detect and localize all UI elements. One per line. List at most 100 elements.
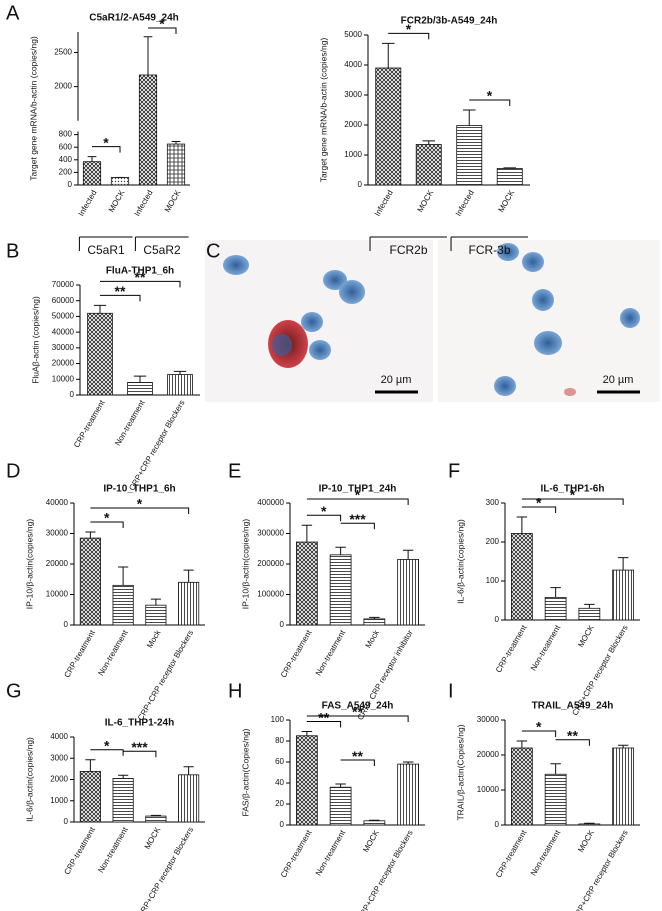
bar (363, 618, 386, 626)
y-tick-label: 60000 (52, 296, 75, 305)
panel-label: F (448, 460, 460, 482)
x-tick-label: CRP+CRP receptor Blockers (355, 829, 414, 911)
y-tick-label: 0 (70, 390, 75, 399)
y-tick-label: 300000 (257, 529, 284, 538)
significance-label: * (355, 487, 361, 503)
x-tick-label: Non-treatment (314, 828, 348, 877)
significance-label: * (104, 510, 110, 526)
error-bar (617, 557, 629, 571)
y-axis-label: IL-6/β-actin(copies/ng) (455, 519, 465, 604)
significance-bracket (306, 514, 342, 522)
y-tick-label: 30000 (52, 343, 75, 352)
error-bar (381, 42, 395, 68)
error-bar (402, 761, 414, 765)
y-tick-label: 1000 (50, 796, 68, 805)
significance-bracket (148, 27, 177, 34)
x-tick-label: Infected (454, 189, 476, 218)
y-tick-label: 4000 (344, 60, 362, 69)
y-tick-label: 200 (486, 537, 500, 546)
y-tick-label: 600 (59, 142, 73, 151)
y-axis-label: FAS/β-actin(Copies/ng) (240, 728, 250, 816)
significance-label: * (487, 88, 493, 104)
significance-label: * (159, 16, 165, 32)
bar (145, 604, 167, 626)
bar (415, 144, 442, 186)
error-bar (503, 167, 517, 169)
y-tick-label: 2000 (344, 120, 362, 129)
significance-bracket (123, 750, 157, 758)
significance-bracket (100, 294, 141, 302)
x-tick-label: Non-treatment (96, 628, 130, 677)
bar (456, 125, 483, 186)
x-tick-label: Mock (145, 628, 163, 650)
significance-bracket (100, 280, 181, 288)
error-bar (301, 731, 313, 736)
y-tick-label: 4000 (50, 732, 68, 741)
significance-bracket (306, 721, 342, 728)
y-tick-label: 40000 (46, 498, 69, 507)
error-bar (150, 598, 161, 606)
x-tick-label: MOCK (497, 188, 517, 214)
group-label: FCR2b (389, 243, 427, 257)
y-tick-label: 200000 (257, 559, 284, 568)
x-tick-label: MOCK (163, 188, 183, 214)
x-tick-label: Mock (364, 628, 382, 650)
x-tick-label: MOCK (576, 623, 596, 649)
bar (612, 747, 634, 826)
error-bar (118, 774, 129, 779)
bar (79, 537, 101, 626)
error-bar (133, 375, 147, 383)
significance-label: *** (349, 511, 366, 527)
significance-label: ** (135, 269, 146, 285)
significance-bracket (306, 498, 409, 505)
panel-label: H (228, 680, 242, 702)
y-tick-label: 100 (271, 715, 285, 724)
bar (363, 820, 386, 826)
error-bar (183, 766, 194, 775)
significance-bracket (90, 749, 124, 756)
y-tick-label: 800 (59, 130, 73, 139)
significance-bracket (90, 521, 124, 528)
y-tick-label: 10000 (477, 785, 500, 794)
bar (329, 786, 352, 826)
x-tick-label: MOCK (416, 188, 436, 214)
bar (511, 747, 533, 826)
bar (112, 584, 134, 626)
bar (127, 382, 153, 396)
bar (166, 143, 186, 186)
x-tick-label: Infected (133, 189, 155, 218)
y-axis-label: Target gene mRNA/b-actin (copies/ng) (28, 36, 38, 181)
error-bar (617, 744, 629, 748)
y-tick-label: 70000 (52, 280, 75, 289)
bar (375, 67, 402, 186)
bar (296, 541, 318, 626)
y-tick-label: 0 (64, 817, 69, 826)
group-label: FCR-3b (468, 243, 510, 257)
error-bar (93, 304, 107, 314)
error-bar (550, 587, 561, 598)
y-tick-label: 0 (358, 180, 363, 189)
chart-panel: FAS_A549_24h FAS/β-actin(Copies/ng) 0 20 40 6… (240, 701, 425, 911)
chart-panel: TRAIL_A549_24h TRAIL/β-actin(Copies/ng) 0 1… (455, 701, 640, 911)
y-tick-label: 0 (68, 180, 73, 189)
error-bar (369, 819, 380, 821)
significance-bracket (555, 739, 590, 746)
bar (578, 823, 601, 826)
y-tick-label: 3000 (344, 90, 362, 99)
x-tick-label: CRP-treatment (62, 628, 97, 679)
x-tick-label: MOCK (361, 828, 381, 854)
error-bar (462, 109, 476, 126)
y-axis-label: IP-10/β-actin(copies/ng) (240, 519, 250, 610)
error-bar (422, 140, 436, 145)
error-bar (173, 370, 187, 375)
chart-title: IL-6_THP1-6h (541, 484, 605, 495)
chart-panel: FCR2b/3b-A549_24h Target gene mRNA/b-acti… (318, 16, 530, 257)
x-tick-label: Infected (373, 189, 395, 218)
y-tick-label: 200 (59, 168, 73, 177)
y-tick-label: 0 (280, 620, 285, 629)
bar (178, 774, 200, 823)
error-bar (85, 759, 96, 772)
significance-label: * (536, 495, 542, 511)
y-tick-label: 0 (495, 615, 500, 624)
y-tick-label: 40 (275, 778, 284, 787)
